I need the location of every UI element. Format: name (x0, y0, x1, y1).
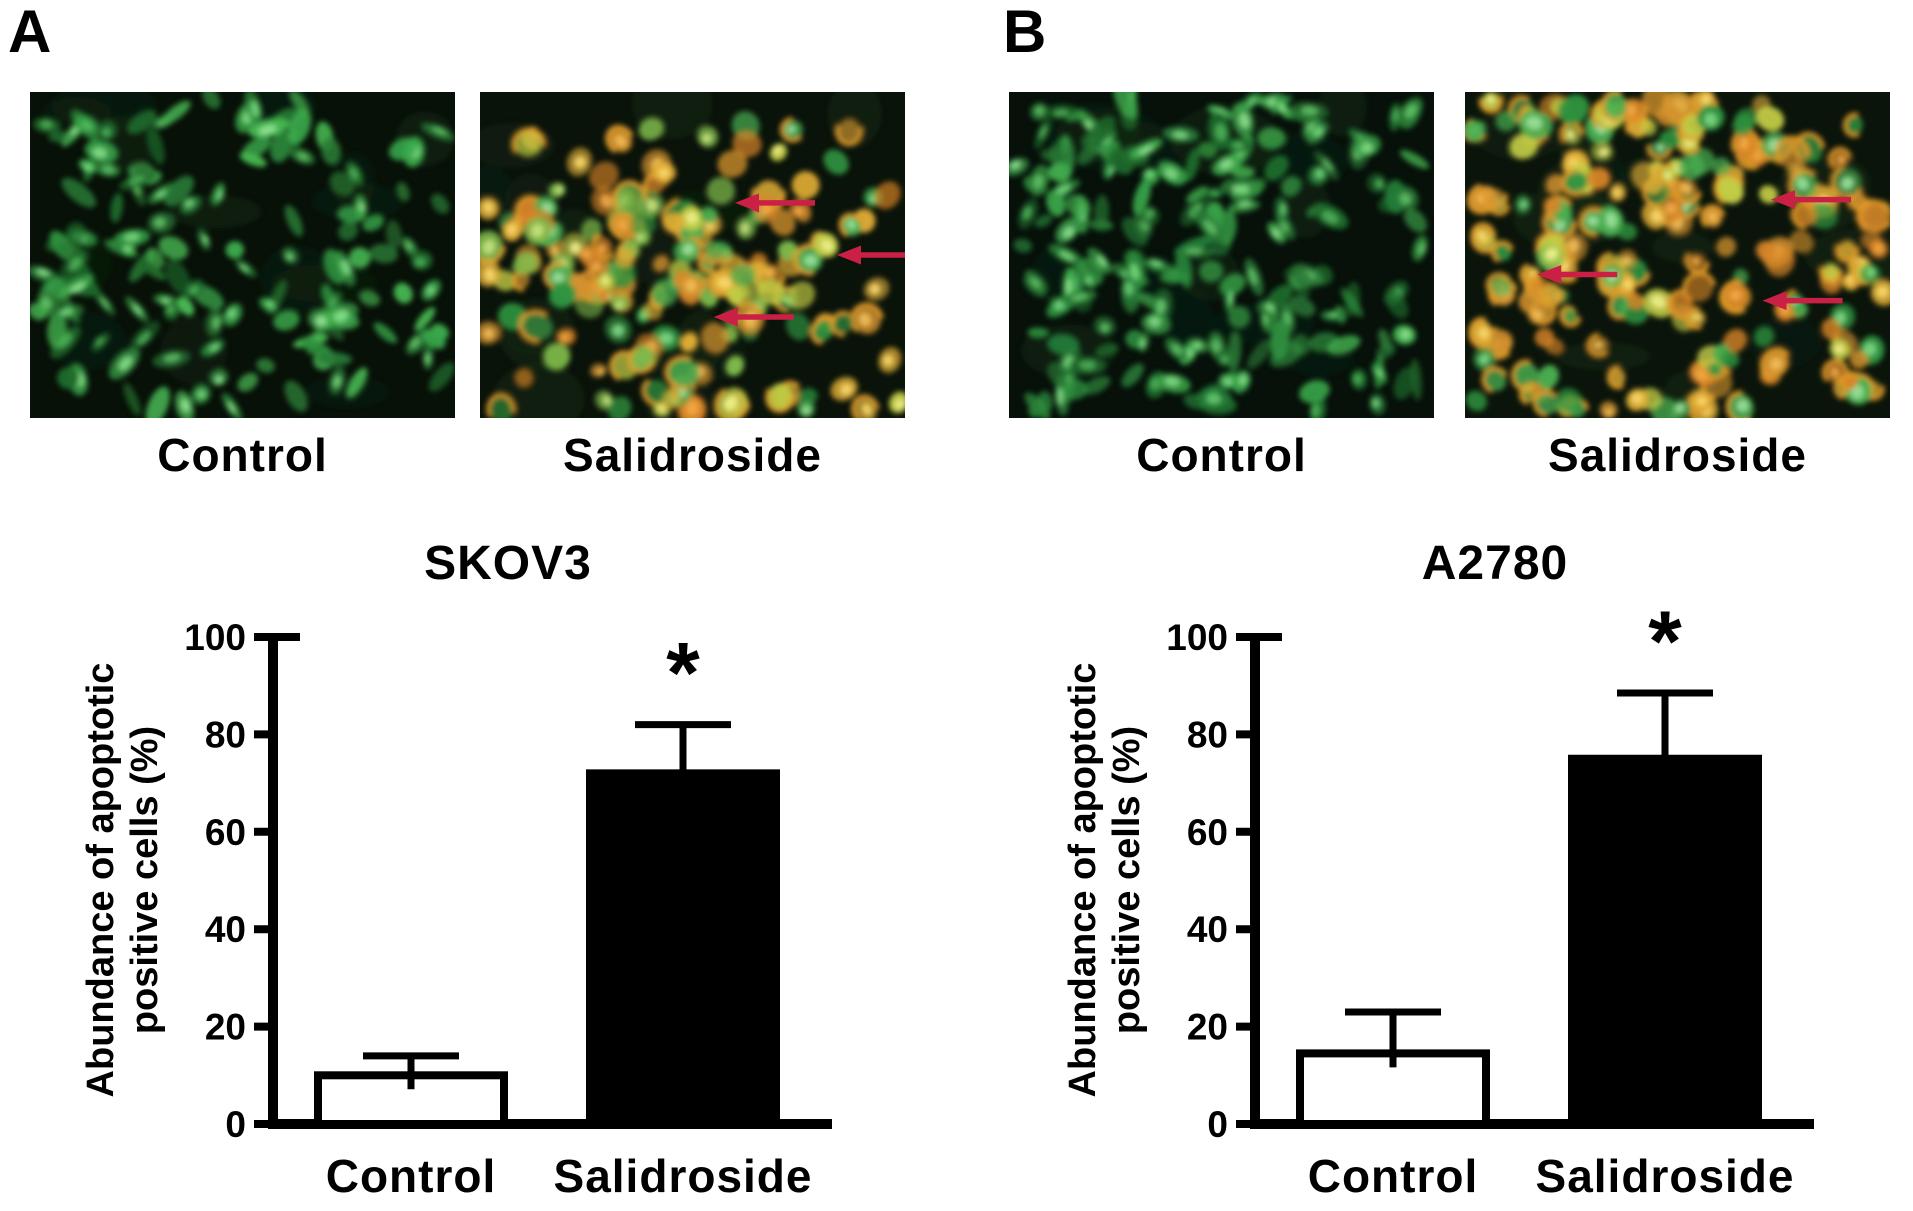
fluorescence-image-skov3-salidroside (480, 92, 905, 418)
x-category-label: Salidroside (554, 1150, 813, 1202)
panel-label-B: B (1003, 0, 1047, 65)
arrow-icon (1537, 265, 1562, 285)
apoptotic-cell-arrows (713, 193, 905, 327)
bar-chart-skov3-canvas: Abundance of apoptoticpositive cells (%)… (80, 617, 832, 1202)
image-caption-salidroside: Salidroside (1548, 429, 1807, 481)
y-tick-label: 40 (1187, 909, 1228, 950)
bar-salidroside (1568, 754, 1762, 1128)
y-axis-label: Abundance of apoptoticpositive cells (%) (1062, 663, 1148, 1098)
micrograph-a2780-control (1009, 92, 1434, 418)
panel-A: A Control Salidroside SKOV3 Abundance of… (0, 0, 956, 1211)
apoptotic-cell-arrows (1537, 190, 1851, 311)
bar-chart-a2780-canvas: Abundance of apoptoticpositive cells (%)… (1062, 596, 1814, 1202)
y-tick-label: 80 (205, 714, 246, 755)
bar-chart-skov3: Abundance of apoptoticpositive cells (%)… (0, 596, 956, 1211)
y-tick-label: 100 (184, 617, 246, 658)
arrow-icon (1771, 190, 1795, 210)
y-axis-label: Abundance of apoptoticpositive cells (%) (80, 663, 166, 1098)
micrograph-skov3-salidroside (480, 92, 905, 418)
x-category-label: Control (1308, 1150, 1479, 1202)
micrograph-a2780-salidroside (1465, 92, 1890, 418)
image-caption-salidroside: Salidroside (563, 429, 822, 481)
y-tick-label: 20 (205, 1007, 246, 1048)
significance-asterisk: * (666, 626, 700, 722)
image-caption-control: Control (157, 429, 328, 481)
fluorescence-image-skov3-control (30, 92, 455, 418)
panel-label-A: A (8, 0, 52, 65)
panel-B: B Control Salidroside A2780 Abundance of… (957, 0, 1913, 1211)
y-tick-label: 80 (1187, 714, 1228, 755)
chart-title-a2780: A2780 (1421, 537, 1569, 590)
y-tick-label: 0 (225, 1104, 246, 1145)
chart-title-skov3: SKOV3 (424, 537, 592, 590)
micrograph-skov3-control (30, 92, 455, 418)
significance-asterisk: * (1648, 596, 1682, 690)
fluorescence-image-a2780-control (1009, 92, 1434, 418)
y-tick-label: 40 (205, 909, 246, 950)
fluorescence-image-a2780-salidroside (1465, 92, 1890, 418)
bar-salidroside (586, 769, 780, 1129)
x-category-label: Control (326, 1150, 497, 1202)
y-tick-label: 100 (1166, 617, 1228, 658)
arrow-icon (735, 193, 759, 213)
image-caption-control: Control (1136, 429, 1307, 481)
x-category-label: Salidroside (1536, 1150, 1795, 1202)
cell-layer (1009, 92, 1429, 418)
cell-layer (30, 92, 455, 418)
y-tick-label: 0 (1207, 1104, 1228, 1145)
y-tick-label: 60 (205, 812, 246, 853)
arrow-icon (837, 245, 861, 265)
y-tick-label: 20 (1187, 1007, 1228, 1048)
y-tick-label: 60 (1187, 812, 1228, 853)
arrow-icon (713, 307, 738, 327)
arrow-icon (1762, 291, 1787, 311)
bar-chart-a2780: Abundance of apoptoticpositive cells (%)… (957, 596, 1913, 1211)
